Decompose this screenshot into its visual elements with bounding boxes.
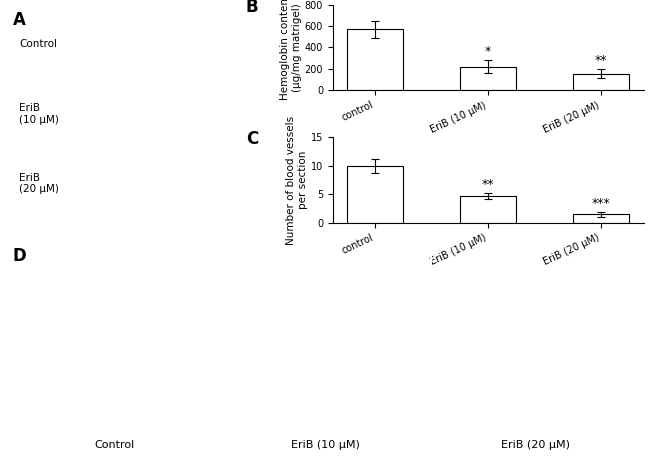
Text: D: D (13, 247, 27, 265)
Bar (347, 29, 404, 90)
Text: **: ** (482, 178, 495, 191)
Text: C: C (246, 131, 258, 148)
Text: EriB
(10 μM): EriB (10 μM) (19, 103, 58, 125)
Bar (460, 67, 516, 90)
Text: ***: *** (592, 197, 610, 210)
Y-axis label: Number of blood vessels
per section: Number of blood vessels per section (286, 115, 308, 244)
Bar (347, 166, 404, 223)
Y-axis label: Hemoglobin content
(μg/mg matrigel): Hemoglobin content (μg/mg matrigel) (280, 0, 302, 100)
Text: EriB (10 μM): EriB (10 μM) (291, 440, 359, 450)
Text: EriB
(20 μM): EriB (20 μM) (19, 173, 58, 194)
Text: *: * (485, 45, 491, 58)
Text: EriB (20 μM): EriB (20 μM) (500, 440, 569, 450)
Text: Control: Control (95, 440, 135, 450)
Text: **: ** (595, 54, 607, 67)
Bar (573, 214, 629, 223)
Text: B: B (246, 0, 259, 16)
Bar (460, 196, 516, 223)
Text: A: A (13, 11, 25, 29)
Text: Control: Control (19, 39, 57, 49)
Bar (573, 74, 629, 90)
